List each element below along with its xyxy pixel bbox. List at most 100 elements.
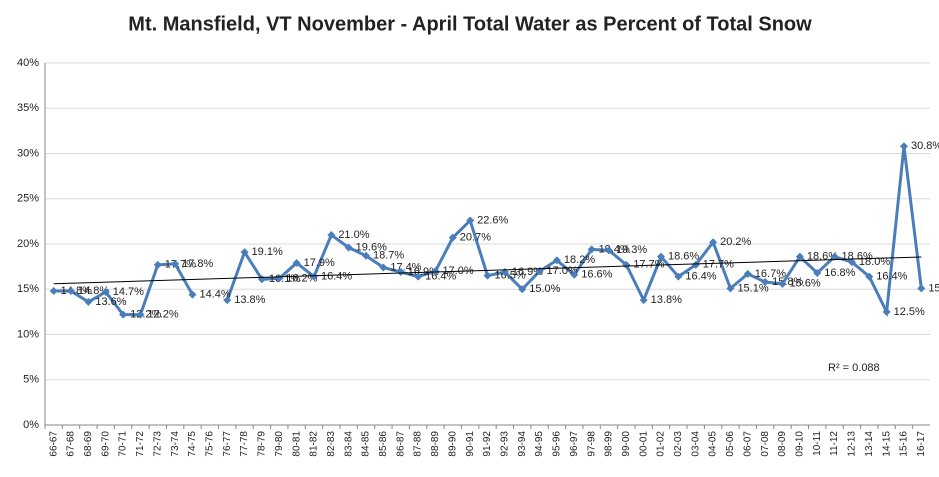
point (119, 310, 128, 319)
data-label: 17.9% (304, 257, 335, 269)
data-label: 18.7% (373, 250, 404, 262)
x-tick-label: 01-02 (656, 431, 667, 457)
data-label: 20.7% (460, 232, 491, 244)
point (743, 269, 752, 278)
annotation: R² = 0.088 (828, 362, 880, 374)
point (518, 285, 527, 294)
x-tick-label: 90-91 (465, 431, 476, 457)
point (362, 251, 371, 260)
x-tick-label: 96-97 (569, 431, 580, 457)
data-label: 12.2% (147, 308, 178, 320)
x-tick-label: 92-93 (499, 431, 510, 457)
data-label: 17.8% (182, 258, 213, 270)
point (344, 243, 353, 252)
x-tick-label: 95-96 (552, 431, 563, 457)
data-label: 19.1% (252, 246, 283, 258)
x-tick-label: 02-03 (673, 431, 684, 457)
x-tick-label: 82-83 (326, 431, 337, 457)
y-tick-label: 5% (23, 374, 39, 386)
data-label: 17.4% (390, 261, 421, 273)
x-tick-label: 79-80 (274, 431, 285, 457)
data-label: 14.8% (78, 285, 109, 297)
data-label: 21.0% (338, 229, 369, 241)
x-tick-label: 06-07 (742, 431, 753, 457)
y-tick-label: 10% (17, 328, 39, 340)
data-label: 16.6% (581, 269, 612, 281)
data-label: 20.2% (720, 236, 751, 248)
point (570, 270, 579, 279)
point (709, 238, 718, 247)
data-label: 16.4% (876, 270, 907, 282)
point (327, 230, 336, 239)
point (622, 260, 631, 269)
point (882, 307, 891, 316)
data-label: 13.6% (95, 296, 126, 308)
point (67, 287, 76, 296)
x-tick-label: 03-04 (690, 431, 701, 457)
point (153, 260, 162, 269)
x-tick-label: 88-89 (430, 431, 441, 457)
x-tick-label: 11-12 (829, 431, 840, 456)
x-tick-label: 74-75 (187, 431, 198, 457)
x-tick-label: 77-78 (239, 431, 250, 457)
point (674, 272, 683, 281)
y-tick-label: 15% (17, 283, 39, 295)
data-label: 15.0% (529, 283, 560, 295)
data-label: 19.3% (616, 244, 647, 256)
x-tick-label: 10-11 (812, 431, 823, 456)
x-tick-label: 93-94 (517, 431, 528, 457)
y-tick-label: 25% (17, 193, 39, 205)
point (587, 245, 596, 254)
data-label: 13.8% (234, 294, 265, 306)
point (396, 268, 405, 277)
x-tick-label: 09-10 (794, 431, 805, 457)
point (223, 296, 232, 305)
x-tick-label: 87-88 (413, 431, 424, 457)
point (778, 279, 787, 288)
x-tick-label: 04-05 (708, 431, 719, 457)
y-tick-label: 40% (17, 57, 39, 69)
x-tick-label: 85-86 (378, 431, 389, 457)
x-tick-label: 00-01 (638, 431, 649, 457)
point (379, 263, 388, 272)
point (483, 271, 492, 280)
chart-title: Mt. Mansfield, VT November - April Total… (128, 13, 812, 35)
data-label: 12.5% (894, 306, 925, 318)
point (830, 252, 839, 261)
y-tick-label: 30% (17, 147, 39, 159)
data-label: 17.7% (165, 259, 196, 271)
point (171, 259, 180, 268)
data-label: 30.8% (911, 140, 939, 152)
point (101, 287, 110, 296)
point (414, 272, 423, 281)
point (865, 272, 874, 281)
x-tick-label: 69-70 (100, 431, 111, 457)
point (691, 260, 700, 269)
point (240, 248, 249, 257)
x-tick-label: 67-68 (66, 431, 77, 457)
trendline (53, 256, 922, 285)
x-tick-label: 78-79 (257, 431, 268, 457)
point (761, 278, 770, 287)
data-label: 16.4% (685, 270, 716, 282)
point (136, 310, 145, 319)
data-label: 15.6% (790, 278, 821, 290)
data-label: 22.6% (477, 214, 508, 226)
x-tick-label: 13-14 (864, 431, 875, 457)
point (726, 284, 735, 293)
x-tick-label: 97-98 (586, 431, 597, 457)
data-label: 16.7% (755, 268, 786, 280)
point (309, 272, 318, 281)
x-tick-label: 15-16 (899, 431, 910, 457)
data-label: 14.7% (113, 286, 144, 298)
point (639, 296, 648, 305)
x-tick-label: 12-13 (847, 431, 858, 457)
data-label: 16.4% (425, 270, 456, 282)
x-tick-label: 81-82 (309, 431, 320, 457)
data-label: 14.8% (61, 285, 92, 297)
x-tick-label: 14-15 (881, 431, 892, 457)
x-tick-label: 71-72 (135, 431, 146, 457)
point (466, 216, 475, 225)
data-label: 17.7% (633, 259, 664, 271)
